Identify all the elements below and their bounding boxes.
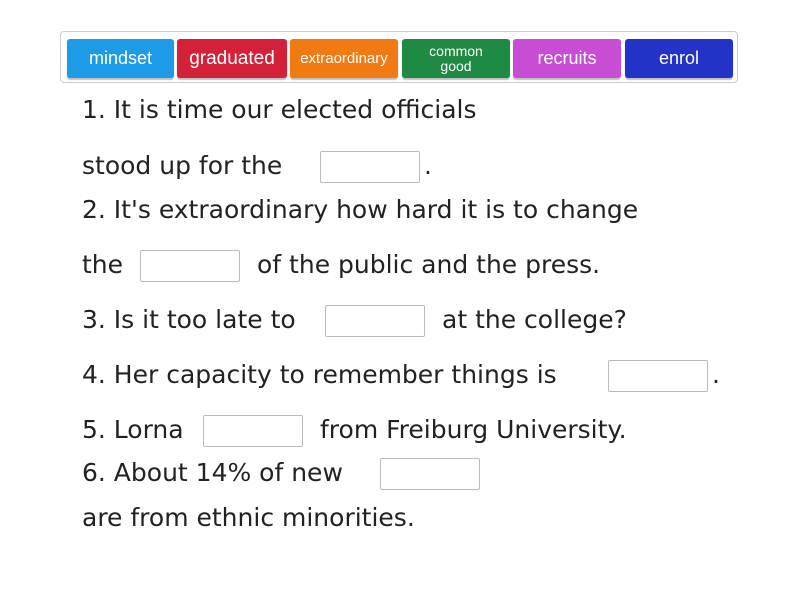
- text: 4. Her capacity to remember things is: [82, 360, 557, 389]
- sentence-6-line-2: are from ethnic minorities.: [82, 503, 415, 532]
- sentence-3: 3. Is it too late to at the college?: [82, 302, 782, 338]
- sentence-1-line-1: 1. It is time our elected officials: [82, 95, 477, 124]
- text: at the college?: [442, 305, 627, 334]
- blank-2[interactable]: [140, 250, 240, 282]
- tile-common-good[interactable]: common good: [402, 39, 510, 78]
- tile-recruits[interactable]: recruits: [513, 39, 621, 78]
- text: .: [424, 151, 432, 180]
- text: .: [712, 360, 720, 389]
- text: stood up for the: [82, 151, 283, 180]
- tile-enrol[interactable]: enrol: [625, 39, 733, 78]
- sentence-6-line-1: 6. About 14% of new: [82, 455, 782, 491]
- blank-1[interactable]: [320, 151, 420, 183]
- text: from Freiburg University.: [320, 415, 627, 444]
- sentence-5: 5. Lorna from Freiburg University.: [82, 412, 782, 448]
- sentence-4: 4. Her capacity to remember things is .: [82, 357, 782, 393]
- text: of the public and the press.: [257, 250, 601, 279]
- text: 3. Is it too late to: [82, 305, 296, 334]
- text: the: [82, 250, 124, 279]
- tile-extraordinary[interactable]: extraordinary: [290, 39, 398, 78]
- sentence-2-line-1: 2. It's extraordinary how hard it is to …: [82, 195, 639, 224]
- blank-4[interactable]: [608, 360, 708, 392]
- word-bank: mindset graduated extraordinary common g…: [60, 31, 738, 83]
- sentence-2-line-2: the of the public and the press.: [82, 247, 782, 283]
- blank-5[interactable]: [203, 415, 303, 447]
- blank-6[interactable]: [380, 458, 480, 490]
- tile-graduated[interactable]: graduated: [177, 39, 287, 78]
- text: 5. Lorna: [82, 415, 184, 444]
- tile-mindset[interactable]: mindset: [67, 39, 174, 78]
- sentence-1-line-2: stood up for the .: [82, 148, 782, 184]
- blank-3[interactable]: [325, 305, 425, 337]
- text: 6. About 14% of new: [82, 458, 343, 487]
